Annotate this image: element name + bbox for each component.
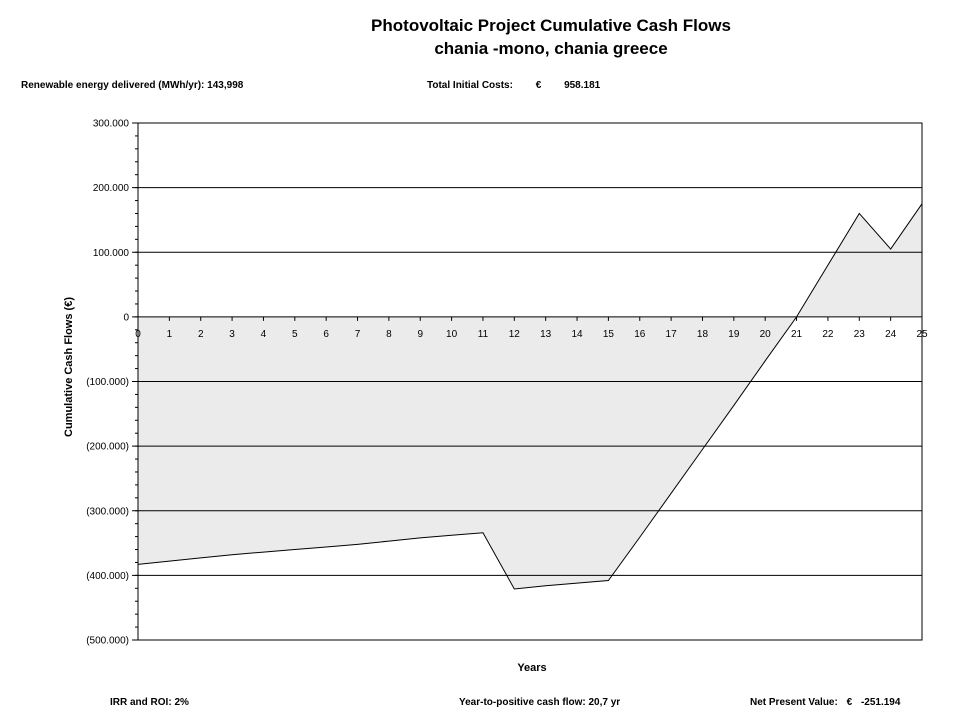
x-tick-label: 3 bbox=[229, 329, 235, 340]
y-tick-label: 200.000 bbox=[93, 183, 130, 194]
y-tick-label: (400.000) bbox=[86, 571, 129, 582]
x-tick-label: 24 bbox=[885, 329, 897, 340]
y-tick-label: 100.000 bbox=[93, 248, 130, 259]
irr-roi: IRR and ROI: 2% bbox=[110, 697, 189, 708]
x-tick-label: 19 bbox=[728, 329, 740, 340]
initial-costs: Total Initial Costs: € 958.181 bbox=[427, 80, 600, 91]
chart-subtitle: chania -mono, chania greece bbox=[434, 39, 668, 58]
energy-value: 143,998 bbox=[207, 80, 244, 91]
x-tick-label: 17 bbox=[666, 329, 678, 340]
x-tick-label: 9 bbox=[417, 329, 423, 340]
year-to-positive: Year-to-positive cash flow: 20,7 yr bbox=[459, 697, 620, 708]
cash-flow-line bbox=[137, 203, 923, 590]
y-axis-label: Cumulative Cash Flows (€) bbox=[63, 297, 75, 437]
x-tick-label: 11 bbox=[478, 329, 489, 340]
payback-label: Year-to-positive cash flow: bbox=[459, 697, 586, 708]
costs-label: Total Initial Costs: bbox=[427, 80, 513, 91]
y-tick-label: 0 bbox=[123, 312, 129, 323]
x-tick-label: 1 bbox=[167, 329, 173, 340]
x-axis-label: Years bbox=[517, 662, 546, 674]
x-tick-label: 21 bbox=[791, 329, 803, 340]
y-tick-label: (200.000) bbox=[86, 442, 129, 453]
costs-value: 958.181 bbox=[564, 80, 601, 91]
irr-label: IRR and ROI: bbox=[110, 697, 172, 708]
x-tick-label: 10 bbox=[446, 329, 458, 340]
x-tick-label: 23 bbox=[854, 329, 866, 340]
x-tick-label: 8 bbox=[386, 329, 392, 340]
npv-currency: € bbox=[846, 697, 853, 708]
x-tick-label: 4 bbox=[261, 329, 267, 340]
irr-value: 2% bbox=[174, 697, 189, 708]
x-tick-label: 12 bbox=[509, 329, 521, 340]
energy-label: Renewable energy delivered (MWh/yr): bbox=[21, 80, 205, 91]
x-tick-label: 7 bbox=[355, 329, 361, 340]
x-tick-label: 14 bbox=[571, 329, 583, 340]
x-tick-label: 20 bbox=[760, 329, 772, 340]
y-tick-label: 300.000 bbox=[93, 119, 130, 130]
x-tick-label: 0 bbox=[135, 329, 141, 340]
x-tick-label: 6 bbox=[323, 329, 329, 340]
x-tick-label: 22 bbox=[822, 329, 834, 340]
x-tick-label: 16 bbox=[634, 329, 646, 340]
net-present-value: Net Present Value: € -251.194 bbox=[750, 697, 900, 708]
energy-delivered: Renewable energy delivered (MWh/yr): 143… bbox=[21, 80, 243, 91]
x-tick-label: 15 bbox=[603, 329, 615, 340]
x-tick-label: 25 bbox=[916, 329, 928, 340]
costs-currency: € bbox=[535, 80, 542, 91]
npv-label: Net Present Value: bbox=[750, 697, 838, 708]
y-tick-label: (500.000) bbox=[86, 636, 129, 647]
npv-value: -251.194 bbox=[860, 697, 901, 708]
x-tick-label: 5 bbox=[292, 329, 298, 340]
y-tick-label: (100.000) bbox=[86, 377, 129, 388]
x-tick-label: 2 bbox=[198, 329, 204, 340]
chart-title: Photovoltaic Project Cumulative Cash Flo… bbox=[371, 16, 731, 35]
payback-value: 20,7 yr bbox=[588, 697, 621, 708]
y-tick-label: (300.000) bbox=[86, 506, 129, 517]
cash-flow-area bbox=[138, 203, 922, 589]
x-tick-label: 18 bbox=[697, 329, 709, 340]
x-tick-label: 13 bbox=[540, 329, 552, 340]
